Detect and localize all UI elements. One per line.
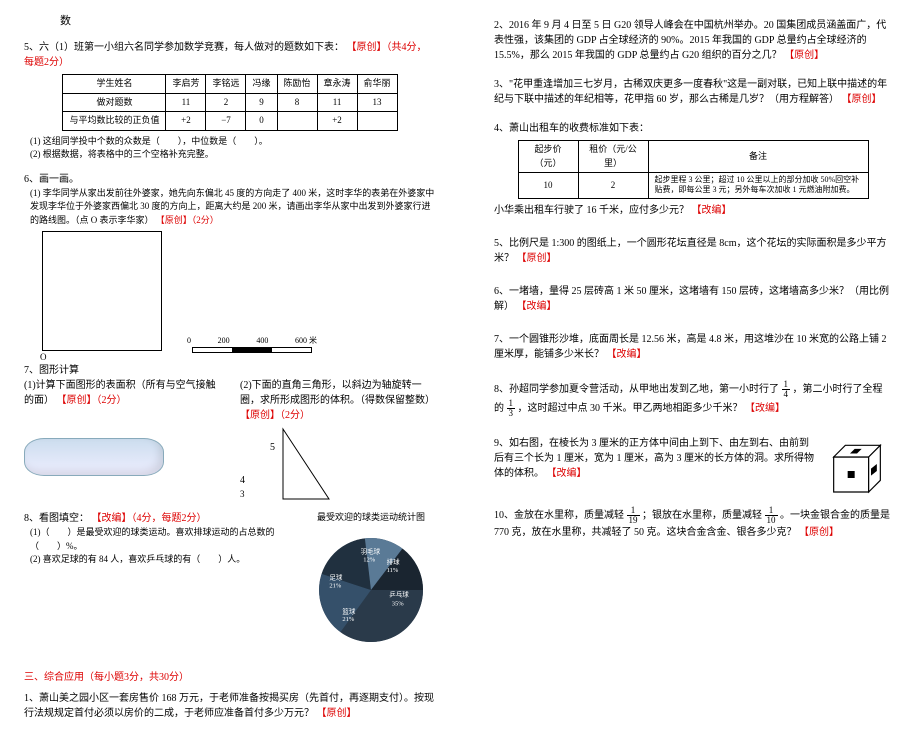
- q6-tag: 【原创】（2分）: [156, 215, 219, 225]
- scale-bar: 0 200 400 600 米: [192, 335, 317, 353]
- svg-text:21%: 21%: [342, 616, 355, 623]
- q8: 8、看图填空： 【改编】（4分，每题2分） (1)（ ）是最受欢迎的球类运动。喜…: [24, 511, 436, 660]
- svg-text:11%: 11%: [387, 566, 399, 573]
- cylinder-icon: [24, 438, 164, 476]
- q8-stem: 8、看图填空：: [24, 513, 89, 524]
- q5: 5、六（1）班第一小组六名同学参加数学竞赛，每人做对的题数如下表： 【原创】（共…: [24, 40, 436, 162]
- q7: 7、图形计算 (1)计算下面图形的表面积（所有与空气接触的面） 【原创】（2分）…: [24, 363, 436, 501]
- r-q2: 2、2016 年 9 月 4 日至 5 日 G20 领导人峰会在中国杭州举办。2…: [494, 18, 892, 63]
- frac-1-10: 110: [765, 506, 778, 525]
- origin-label: O: [40, 351, 47, 365]
- section3: 三、综合应用（每小题3分，共30分） 1、萧山美之园小区一套房售价 168 万元…: [24, 670, 436, 721]
- q7-tag1: 【原创】（2分）: [57, 395, 127, 406]
- svg-text:21%: 21%: [329, 582, 342, 589]
- triangle-icon: [281, 427, 341, 501]
- cube-icon: [822, 436, 892, 506]
- r-q8: 8、孙超同学参加夏令营活动，从甲地出发到乙地，第一小时行了 14 ，第二小时行了…: [494, 380, 892, 418]
- svg-text:排球: 排球: [387, 557, 401, 566]
- s3-q1: 1、萧山美之园小区一套房售价 168 万元，于老师准备按揭买房（先首付，再逐期支…: [24, 693, 434, 719]
- r-q7: 7、一个圆锥形沙堆，底面周长是 12.56 米，高是 4.8 米，用这堆沙在 1…: [494, 332, 892, 362]
- svg-text:乒乓球: 乒乓球: [389, 589, 409, 598]
- r-q10: 10、金放在水里称，质量减轻 119 ；银放在水里称，质量减轻 110 。一块金…: [494, 506, 892, 540]
- frac-1-4: 14: [782, 380, 791, 399]
- r-q9: 9、如右图，在棱长为 3 厘米的正方体中间由上到下、由左到右、由前到后有三个长为…: [494, 436, 892, 481]
- q8-sub2: (2) 喜欢足球的有 84 人，喜欢乒乓球的有（ ）人。: [30, 553, 294, 567]
- q6: 6、画一画。 (1) 李华同学从家出发前往外婆家，她先向东偏北 45 度的方向走…: [24, 172, 436, 354]
- page-header: 数: [60, 12, 71, 28]
- svg-text:12%: 12%: [363, 556, 376, 563]
- r-q3: 3、"花甲重逢增加三七岁月，古稀双庆更多一度春秋"这是一副对联，已知上联中描述的…: [494, 77, 892, 107]
- svg-text:足球: 足球: [329, 572, 343, 581]
- q7-sub2: (2)下面的直角三角形，以斜边为轴旋转一圈，求所形成图形的体积。（得数保留整数）: [240, 380, 435, 406]
- frac-1-3: 13: [507, 399, 516, 418]
- q6-sub: (1) 李华同学从家出发前往外婆家，她先向东偏北 45 度的方向走了 400 米…: [30, 188, 434, 225]
- svg-text:篮球: 篮球: [342, 606, 356, 615]
- q4-table: 起步价（元） 租价（元/公里） 备注 10 2 起步里程 3 公里；超过 10 …: [518, 140, 869, 199]
- q5-sub1: (1) 这组同学投中个数的众数是（ ），中位数是（ ）。: [30, 135, 436, 149]
- q8-tag: 【改编】（4分，每题2分）: [92, 513, 207, 524]
- s3-q1-tag: 【原创】: [317, 708, 357, 719]
- tri-5: 5: [270, 440, 275, 455]
- pie-title: 最受欢迎的球类运动统计图: [306, 511, 436, 525]
- r-q6: 6、一堵墙，量得 25 层砖高 1 米 50 厘米，这堵墙有 150 层砖，这堵…: [494, 284, 892, 314]
- svg-text:35%: 35%: [392, 600, 405, 607]
- q5-stem: 5、六（1）班第一小组六名同学参加数学竞赛，每人做对的题数如下表：: [24, 42, 344, 53]
- sect3-title: 三、综合应用（每小题3分，共30分）: [24, 670, 436, 685]
- q6-square: O: [42, 231, 162, 351]
- q8-sub1: (1)（ ）是最受欢迎的球类运动。喜欢排球运动的占总数的（ ）%。: [30, 526, 294, 553]
- r-q5: 5、比例尺是 1:300 的图纸上，一个圆形花坛直径是 8cm，这个花坛的实际面…: [494, 236, 892, 266]
- svg-text:羽毛球: 羽毛球: [361, 546, 381, 555]
- tri-3: 3: [240, 488, 275, 502]
- q7-tag2: 【原创】（2分）: [240, 410, 310, 421]
- r-q4: 4、萧山出租车的收费标准如下表： 起步价（元） 租价（元/公里） 备注 10 2…: [494, 121, 892, 218]
- pie-chart: 乒乓球 35% 篮球 21% 足球 21% 羽毛球 12% 排球 11%: [306, 525, 436, 655]
- frac-1-19: 119: [627, 506, 640, 525]
- q5-table: 学生姓名 李启芳 李铭远 冯缘 陈励怡 章永涛 俞华丽 做对题数 11 2 9 …: [62, 74, 397, 131]
- q6-stem: 6、画一画。: [24, 172, 436, 187]
- q5-sub2: (2) 根据数据，将表格中的三个空格补充完整。: [30, 148, 436, 162]
- tri-4: 4: [240, 473, 275, 488]
- q7-stem: 7、图形计算: [24, 363, 436, 378]
